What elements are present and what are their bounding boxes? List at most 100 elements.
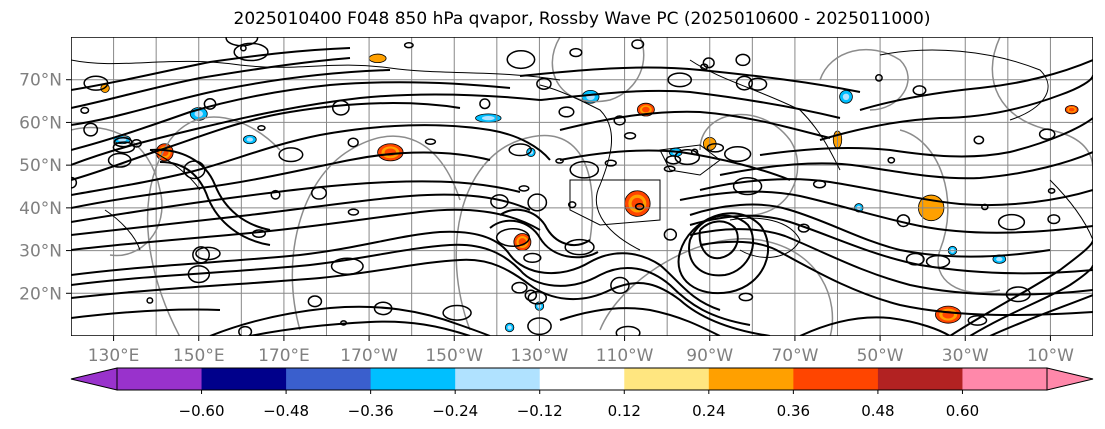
colorbar-extend-low	[70, 367, 118, 391]
shaded-region-core	[481, 116, 495, 121]
colorbar-segment	[370, 368, 456, 390]
small-contour-loop	[797, 223, 810, 233]
colorbar-tick-label: −0.60	[179, 402, 225, 420]
small-contour-loop	[997, 213, 1026, 231]
small-contour-loop	[403, 42, 414, 49]
shaded-region-core	[996, 256, 1003, 262]
x-tick-label: 150°W	[425, 346, 483, 366]
x-tick-label: 150°E	[173, 346, 225, 366]
colorbar-tick-label: 0.48	[861, 402, 894, 420]
small-contour-loop	[511, 281, 528, 294]
shaded-region-core	[507, 325, 512, 330]
small-contour-loop	[875, 73, 883, 82]
small-contour-loop	[311, 186, 328, 200]
small-contour-loop	[623, 131, 637, 140]
small-contour-loop	[146, 297, 154, 304]
small-contour-loop	[113, 137, 133, 148]
small-contour-loop	[518, 185, 530, 192]
small-contour-loop	[887, 156, 896, 164]
small-contour-loop	[508, 143, 532, 157]
x-tick-label: 70°W	[771, 346, 818, 366]
colorbar-tick-label: −0.12	[517, 402, 563, 420]
small-contour-loop	[278, 147, 304, 163]
small-contour-loop	[83, 122, 99, 137]
x-tick-label: 90°W	[686, 346, 733, 366]
small-contour-loop	[925, 254, 951, 269]
small-contour-loop	[331, 99, 350, 116]
small-contour-loop	[340, 320, 348, 326]
small-contour-loop	[1047, 187, 1056, 194]
small-contour-loop	[738, 292, 754, 302]
y-tick-label: 20°N	[19, 284, 62, 304]
small-contour-loop	[610, 276, 630, 295]
y-tick-label: 50°N	[19, 156, 62, 176]
gray-contours	[71, 37, 1093, 336]
coastlines	[71, 49, 1093, 258]
small-contour-loop	[665, 155, 682, 165]
small-contour-loop	[203, 98, 217, 110]
y-tick-label: 30°N	[19, 242, 62, 262]
x-tick-label: 110°W	[596, 346, 654, 366]
small-contour-loop	[812, 179, 827, 189]
small-contour-loop	[981, 203, 989, 211]
small-contour-loop	[564, 238, 595, 256]
colorbar-tick-label: 0.60	[946, 402, 979, 420]
x-tick-label: 10°W	[1027, 346, 1074, 366]
colorbar-segment	[201, 368, 287, 390]
small-contour-loop	[347, 208, 360, 216]
colorbar-tick-label: 0.36	[777, 402, 810, 420]
map-area	[71, 37, 1093, 336]
colorbar-extend-high	[1046, 367, 1094, 391]
small-contour-loop	[700, 63, 709, 71]
small-contour-loop	[506, 50, 536, 70]
small-contour-loop	[251, 229, 267, 238]
small-contour-loop	[558, 106, 575, 118]
small-contour-loop	[330, 257, 364, 275]
colorbar-ticks: −0.60 −0.48 −0.36 −0.24 −0.12 0.12 0.24 0.36 0.4…	[179, 390, 979, 420]
small-contour-loops	[71, 37, 1061, 336]
small-contour-loop	[442, 304, 472, 321]
black-contours	[71, 47, 1093, 336]
small-contour-loop	[967, 315, 988, 326]
y-tick-label: 60°N	[19, 113, 62, 133]
shaded-region-core	[842, 93, 850, 101]
small-contour-loop	[723, 146, 752, 163]
x-tick-label: 50°W	[857, 346, 904, 366]
small-contour-loop	[706, 142, 725, 153]
small-contour-loop	[183, 160, 206, 180]
small-contour-loop	[307, 295, 323, 308]
small-contour-loop	[347, 137, 359, 148]
small-contour-loop	[615, 325, 641, 336]
small-contour-loop	[187, 265, 211, 284]
small-contour-loop	[663, 228, 678, 241]
small-contour-loop	[732, 177, 763, 196]
colorbar-tick-label: −0.48	[263, 402, 309, 420]
small-contour-loop	[233, 42, 269, 62]
colorbar-segment	[455, 368, 541, 390]
small-contour-loop	[373, 301, 393, 316]
small-contour-loop	[1038, 128, 1056, 140]
shaded-region	[368, 53, 387, 64]
small-contour-loop	[912, 85, 927, 96]
small-contour-loop	[536, 77, 552, 90]
small-contour-loop	[896, 214, 911, 228]
small-contour-loop	[424, 138, 437, 145]
small-contour-loop	[107, 152, 132, 168]
x-tick-label: 170°W	[340, 346, 398, 366]
small-contour-loop	[112, 141, 136, 154]
colorbar-segment	[793, 368, 879, 390]
small-contour-loop	[225, 37, 259, 47]
colorbar-tick-label: −0.36	[348, 402, 394, 420]
small-contour-loop	[567, 201, 577, 209]
small-contour-loop	[1047, 214, 1061, 225]
small-contour-loop	[631, 39, 645, 50]
colorbar-frame	[116, 367, 1048, 391]
small-contour-loop	[527, 290, 548, 305]
small-contour-loop	[527, 317, 552, 336]
small-contour-loop	[667, 72, 693, 88]
small-contour-loop	[735, 75, 753, 91]
y-axis-ticks: 70°N 60°N 50°N 40°N 30°N 20°N	[19, 71, 71, 304]
small-contour-loop	[523, 252, 542, 264]
colorbar-tick-label: 0.24	[692, 402, 725, 420]
